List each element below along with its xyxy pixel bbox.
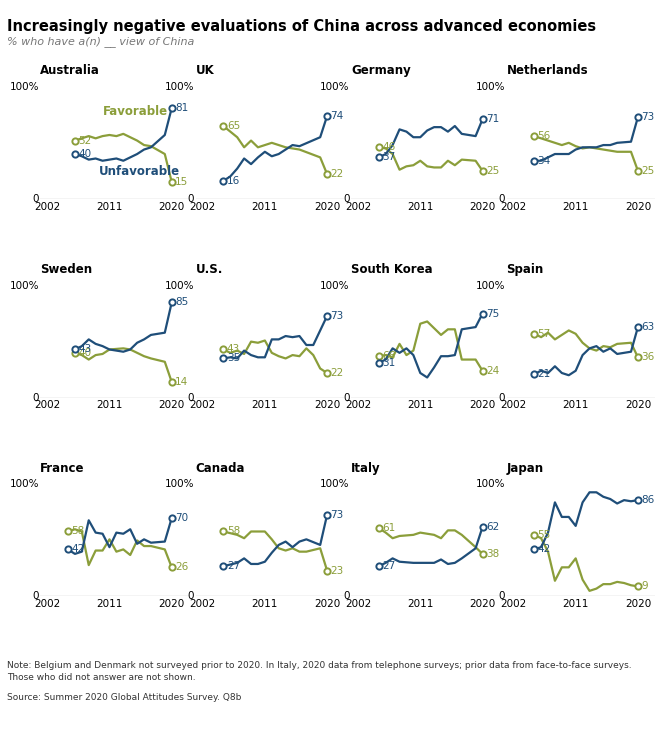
Text: 100%: 100% — [476, 479, 505, 489]
Text: Source: Summer 2020 Global Attitudes Survey. Q8b: Source: Summer 2020 Global Attitudes Sur… — [7, 693, 241, 702]
Text: 21: 21 — [538, 369, 551, 379]
Text: 38: 38 — [486, 549, 499, 559]
Text: 0: 0 — [343, 393, 349, 402]
Text: 23: 23 — [331, 565, 344, 576]
Text: 0: 0 — [188, 591, 194, 602]
Text: 40: 40 — [79, 348, 91, 358]
Text: Sweden: Sweden — [40, 263, 93, 276]
Text: 22: 22 — [331, 169, 344, 179]
Text: U.S.: U.S. — [196, 263, 223, 276]
Text: 61: 61 — [382, 523, 396, 533]
Text: 16: 16 — [227, 176, 240, 186]
Text: 42: 42 — [71, 544, 85, 554]
Text: 26: 26 — [175, 562, 188, 572]
Text: 25: 25 — [486, 166, 499, 176]
Text: 100%: 100% — [165, 82, 194, 92]
Text: 100%: 100% — [321, 82, 349, 92]
Text: Favorable: Favorable — [103, 105, 168, 119]
Text: Spain: Spain — [507, 263, 544, 276]
Text: 74: 74 — [331, 111, 344, 121]
Text: 36: 36 — [641, 353, 655, 362]
Text: 14: 14 — [175, 377, 188, 387]
Text: 100%: 100% — [476, 281, 505, 291]
Text: Those who did not answer are not shown.: Those who did not answer are not shown. — [7, 673, 196, 683]
Text: 100%: 100% — [9, 281, 39, 291]
Text: 15: 15 — [175, 177, 188, 187]
Text: 100%: 100% — [476, 82, 505, 92]
Text: Canada: Canada — [196, 461, 245, 475]
Text: 57: 57 — [538, 328, 551, 339]
Text: 27: 27 — [382, 561, 396, 572]
Text: 46: 46 — [382, 142, 396, 153]
Text: 0: 0 — [499, 393, 505, 402]
Text: 0: 0 — [32, 393, 39, 402]
Text: 100%: 100% — [321, 281, 349, 291]
Text: 22: 22 — [331, 368, 344, 378]
Text: 71: 71 — [486, 114, 499, 125]
Text: Increasingly negative evaluations of China across advanced economies: Increasingly negative evaluations of Chi… — [7, 19, 596, 34]
Text: 52: 52 — [79, 136, 91, 146]
Text: Netherlands: Netherlands — [507, 64, 588, 77]
Text: Italy: Italy — [351, 461, 381, 475]
Text: Note: Belgium and Denmark not surveyed prior to 2020. In Italy, 2020 data from t: Note: Belgium and Denmark not surveyed p… — [7, 661, 632, 670]
Text: 100%: 100% — [165, 479, 194, 489]
Text: 58: 58 — [71, 526, 85, 537]
Text: 86: 86 — [641, 495, 655, 505]
Text: UK: UK — [196, 64, 214, 77]
Text: 0: 0 — [32, 591, 39, 602]
Text: 9: 9 — [641, 581, 648, 591]
Text: 35: 35 — [227, 353, 240, 363]
Text: 100%: 100% — [321, 479, 349, 489]
Text: 65: 65 — [227, 121, 240, 131]
Text: 42: 42 — [538, 544, 551, 554]
Text: 56: 56 — [538, 131, 551, 141]
Text: 81: 81 — [175, 103, 188, 113]
Text: 34: 34 — [538, 156, 551, 166]
Text: 66: 66 — [382, 351, 396, 361]
Text: 85: 85 — [175, 297, 188, 307]
Text: 100%: 100% — [9, 479, 39, 489]
Text: 0: 0 — [343, 194, 349, 204]
Text: 63: 63 — [641, 322, 655, 332]
Text: 0: 0 — [343, 591, 349, 602]
Text: 43: 43 — [227, 344, 240, 355]
Text: 75: 75 — [486, 309, 499, 319]
Text: 40: 40 — [79, 149, 91, 159]
Text: 43: 43 — [79, 344, 91, 355]
Text: 73: 73 — [331, 311, 344, 321]
Text: Germany: Germany — [351, 64, 411, 77]
Text: 73: 73 — [641, 112, 655, 122]
Text: 55: 55 — [538, 530, 551, 540]
Text: France: France — [40, 461, 85, 475]
Text: % who have a(n) __ view of China: % who have a(n) __ view of China — [7, 36, 194, 47]
Text: 70: 70 — [175, 513, 188, 523]
Text: 0: 0 — [499, 194, 505, 204]
Text: 62: 62 — [486, 522, 499, 532]
Text: Japan: Japan — [507, 461, 544, 475]
Text: 0: 0 — [188, 194, 194, 204]
Text: 100%: 100% — [9, 82, 39, 92]
Text: South Korea: South Korea — [351, 263, 433, 276]
Text: 27: 27 — [227, 561, 240, 572]
Text: Unfavorable: Unfavorable — [99, 165, 180, 178]
Text: 0: 0 — [499, 591, 505, 602]
Text: 24: 24 — [486, 365, 499, 376]
Text: 0: 0 — [188, 393, 194, 402]
Text: Australia: Australia — [40, 64, 100, 77]
Text: 73: 73 — [331, 510, 344, 519]
Text: 31: 31 — [382, 358, 396, 368]
Text: 0: 0 — [32, 194, 39, 204]
Text: 100%: 100% — [165, 281, 194, 291]
Text: 58: 58 — [227, 526, 240, 537]
Text: 37: 37 — [382, 153, 396, 162]
Text: 25: 25 — [641, 166, 655, 176]
